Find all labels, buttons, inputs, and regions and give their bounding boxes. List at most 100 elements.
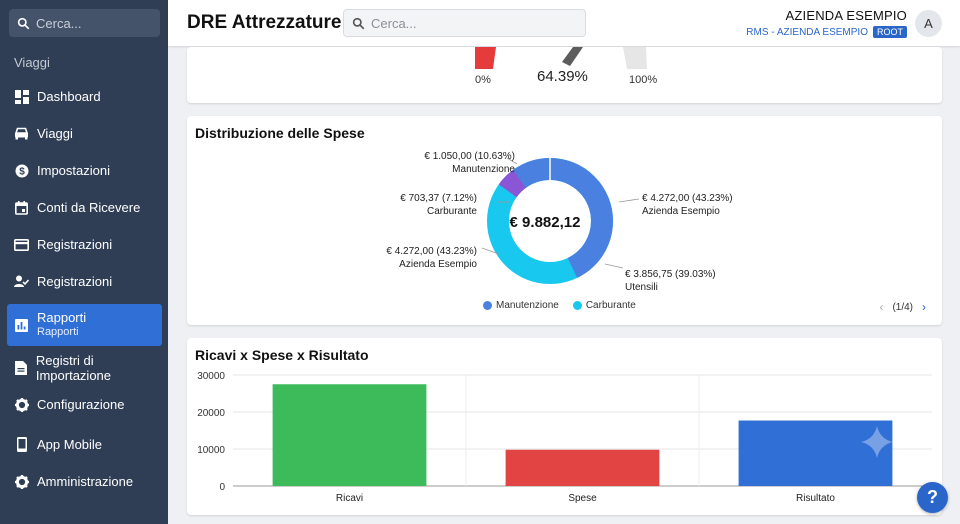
donut-label-azienda-left: € 4.272,00 (43.23%) Azienda Esempio (386, 245, 477, 271)
expenses-title: Distribuzione delle Spese (195, 125, 365, 141)
bar-risultato (738, 420, 893, 486)
sidebar-item-registrazioni[interactable]: Registrazioni (7, 226, 162, 263)
slice-name: Azienda Esempio (642, 206, 720, 217)
slice-value: € 4.272,00 (43.23%) (386, 246, 477, 257)
slice-name: Azienda Esempio (399, 259, 477, 270)
sidebar-item-conti-da-ricevere[interactable]: Conti da Ricevere (7, 189, 162, 226)
x-tick-label: Risultato (796, 493, 835, 504)
pager-text: (1/4) (892, 301, 913, 313)
sidebar-item-label: Registrazioni (37, 274, 113, 289)
bar-chart-icon (14, 318, 29, 333)
gauge-card: 0% 64.39% 100% (187, 47, 942, 103)
bar-chart-title: Ricavi x Spese x Risultato (195, 347, 369, 363)
sidebar-item-viaggi[interactable]: Viaggi (7, 115, 162, 152)
donut-label-azienda-right: € 4.272,00 (43.23%) Azienda Esempio (642, 192, 733, 218)
gauge-needle (562, 47, 583, 66)
company-info[interactable]: AZIENDA ESEMPIO RMS - AZIENDA ESEMPIO RO… (746, 8, 907, 38)
y-tick-label: 20000 (197, 408, 225, 419)
sidebar-item-registri-di-importazione[interactable]: Registri di Importazione (7, 349, 162, 386)
legend-label: Carburante (585, 300, 636, 311)
gear-icon (14, 474, 29, 489)
slice-name: Carburante (426, 206, 477, 217)
company-name: AZIENDA ESEMPIO (785, 8, 907, 23)
sidebar-item-sublabel: Rapporti (37, 326, 79, 338)
search-icon (352, 17, 365, 29)
legend-dot (572, 301, 582, 310)
page-title: DRE Attrezzature (187, 12, 342, 33)
credit-card-icon (14, 237, 29, 252)
dollar-gear-icon: $ (14, 163, 29, 178)
gauge-value-label: 64.39% (537, 68, 588, 85)
sidebar-item-configurazione[interactable]: Configurazione (7, 386, 162, 423)
company-subtitle: RMS - AZIENDA ESEMPIO (746, 26, 868, 38)
sidebar-item-amministrazione[interactable]: Amministrazione (7, 463, 162, 500)
sidebar-item-label: Dashboard (37, 89, 101, 104)
legend-pager: ‹ (1/4) › (879, 300, 926, 314)
chevron-left-icon[interactable]: ‹ (879, 300, 884, 314)
donut-legend: Manutenzione Carburante (483, 300, 636, 311)
role-badge: ROOT (873, 26, 907, 38)
sidebar-item-registrazioni-utenti[interactable]: Registrazioni (7, 263, 162, 300)
donut-label-manutenzione: € 1.050,00 (10.63%) Manutenzione (424, 150, 515, 176)
x-tick-label: Ricavi (336, 493, 363, 504)
expenses-card: Distribuzione delle Spese € 9.882,12 € 1… (187, 116, 942, 325)
legend-label: Manutenzione (496, 300, 559, 311)
bar-chart-card: Ricavi x Spese x Risultato 30000 20000 100… (187, 338, 942, 515)
slice-name: Manutenzione (452, 164, 515, 175)
sidebar-section-label: Viaggi (14, 55, 50, 70)
y-tick-label: 10000 (197, 445, 225, 456)
donut-leader-lines (481, 157, 640, 269)
header-search-input[interactable] (371, 15, 571, 31)
search-icon (17, 17, 30, 29)
slice-value: € 703,37 (7.12%) (400, 193, 477, 204)
sidebar-item-app-mobile[interactable]: App Mobile (7, 426, 162, 463)
slice-value: € 1.050,00 (10.63%) (424, 151, 515, 162)
bar-chart: 30000 20000 10000 0 Ricavi Spese Risultato (197, 371, 932, 504)
document-icon (14, 360, 28, 375)
slice-value: € 3.856,75 (39.03%) (625, 269, 716, 280)
sidebar-search[interactable] (9, 9, 160, 37)
avatar[interactable]: A (915, 10, 942, 37)
header-search[interactable] (343, 9, 586, 37)
phone-icon (14, 437, 29, 452)
user-check-icon (14, 274, 29, 289)
sidebar-item-rapporti[interactable]: Rapporti Rapporti (7, 304, 162, 346)
bar-spese (505, 449, 660, 486)
slice-value: € 4.272,00 (43.23%) (642, 193, 733, 204)
sidebar-search-input[interactable] (36, 15, 146, 31)
calendar-icon (14, 200, 29, 215)
gauge-track-segment (623, 47, 647, 69)
dashboard-icon (14, 89, 29, 104)
legend-item-manutenzione[interactable]: Manutenzione (483, 300, 559, 311)
sidebar: Viaggi Dashboard Viaggi $ Impostazioni C… (0, 0, 168, 524)
top-header: DRE Attrezzature AZIENDA ESEMPIO RMS - A… (168, 0, 960, 46)
sidebar-item-label: Configurazione (37, 397, 125, 412)
slice-name: Utensili (625, 282, 658, 293)
donut-label-carburante: € 703,37 (7.12%) Carburante (400, 192, 477, 218)
x-tick-label: Spese (568, 493, 597, 504)
legend-item-carburante[interactable]: Carburante (572, 300, 636, 311)
sparkle-icon (861, 426, 893, 458)
chevron-right-icon[interactable]: › (922, 300, 926, 314)
sidebar-item-label: Conti da Ricevere (37, 200, 141, 215)
gauge-min-label: 0% (475, 74, 491, 86)
bar-ricavi (272, 384, 427, 486)
sidebar-item-dashboard[interactable]: Dashboard (7, 78, 162, 115)
legend-dot (483, 301, 492, 310)
sidebar-item-impostazioni[interactable]: $ Impostazioni (7, 152, 162, 189)
donut-chart: € 9.882,12 (481, 157, 640, 284)
gauge-graphic (475, 47, 647, 69)
help-button[interactable]: ? (917, 482, 948, 513)
car-icon (14, 126, 29, 141)
svg-text:$: $ (19, 166, 25, 177)
gauge-red-segment (475, 47, 496, 69)
sidebar-item-label: App Mobile (37, 437, 103, 452)
sidebar-item-label: Registrazioni (37, 237, 113, 252)
sidebar-item-label: Rapporti (37, 310, 87, 325)
gauge-max-label: 100% (629, 74, 658, 86)
gear-icon (14, 397, 29, 412)
sidebar-item-label: Amministrazione (37, 474, 134, 489)
sidebar-item-label: Viaggi (37, 126, 73, 141)
donut-total: € 9.882,12 (510, 214, 581, 231)
sidebar-item-label: Impostazioni (37, 163, 110, 178)
